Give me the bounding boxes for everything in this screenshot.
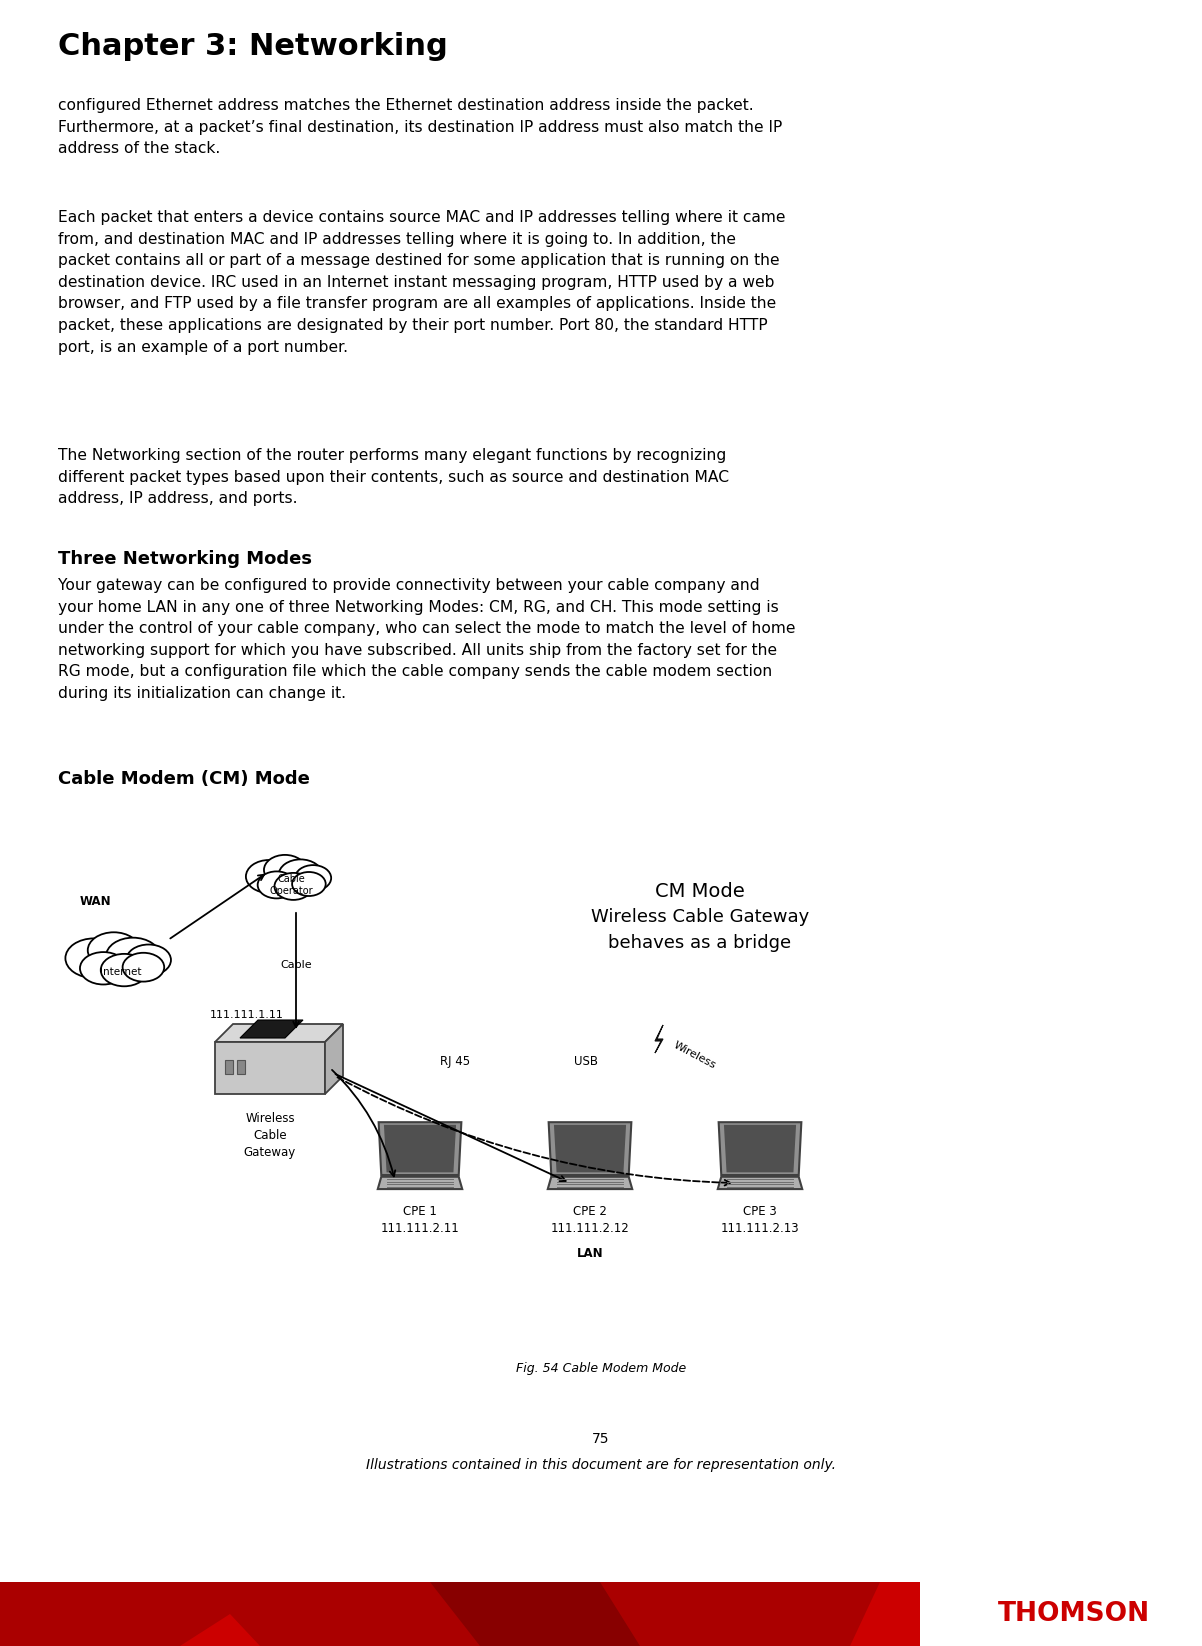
Text: Wireless: Wireless: [672, 1040, 718, 1070]
Text: CPE 1
111.111.2.11: CPE 1 111.111.2.11: [381, 1205, 459, 1234]
Text: USB: USB: [575, 1055, 599, 1068]
Text: CM Mode: CM Mode: [655, 882, 745, 900]
Text: THOMSON: THOMSON: [998, 1602, 1150, 1626]
Polygon shape: [920, 1582, 1202, 1646]
Ellipse shape: [126, 945, 171, 976]
Polygon shape: [554, 1124, 626, 1172]
Polygon shape: [0, 1582, 280, 1646]
Polygon shape: [718, 1177, 802, 1188]
Polygon shape: [0, 1582, 1202, 1646]
Polygon shape: [379, 1123, 462, 1175]
Text: 111.111.1.11: 111.111.1.11: [210, 1011, 284, 1021]
Ellipse shape: [257, 871, 296, 899]
Text: Each packet that enters a device contains source MAC and IP addresses telling wh: Each packet that enters a device contain…: [58, 211, 785, 354]
Polygon shape: [377, 1177, 463, 1188]
Ellipse shape: [65, 938, 123, 978]
Text: Fig. 54 Cable Modem Mode: Fig. 54 Cable Modem Mode: [516, 1361, 686, 1374]
Ellipse shape: [279, 859, 322, 890]
FancyBboxPatch shape: [225, 1060, 233, 1073]
Ellipse shape: [81, 951, 126, 984]
Text: Illustrations contained in this document are for representation only.: Illustrations contained in this document…: [365, 1458, 837, 1472]
Polygon shape: [724, 1124, 796, 1172]
Text: Cable: Cable: [280, 960, 311, 969]
Ellipse shape: [274, 872, 313, 900]
Ellipse shape: [106, 938, 160, 974]
Text: Three Networking Modes: Three Networking Modes: [58, 550, 313, 568]
Text: CPE 2
111.111.2.12: CPE 2 111.111.2.12: [551, 1205, 630, 1234]
Polygon shape: [325, 1024, 343, 1095]
Text: Cable Modem (CM) Mode: Cable Modem (CM) Mode: [58, 770, 310, 788]
Ellipse shape: [101, 955, 148, 986]
Text: Cable
Operator: Cable Operator: [269, 874, 313, 895]
Polygon shape: [600, 1582, 880, 1646]
Text: Wireless
Cable
Gateway: Wireless Cable Gateway: [244, 1113, 296, 1159]
Text: WAN: WAN: [81, 895, 112, 909]
Polygon shape: [719, 1123, 802, 1175]
Text: CPE 3
111.111.2.13: CPE 3 111.111.2.13: [721, 1205, 799, 1234]
Text: behaves as a bridge: behaves as a bridge: [608, 933, 792, 951]
Polygon shape: [548, 1123, 631, 1175]
Polygon shape: [383, 1124, 456, 1172]
Ellipse shape: [264, 854, 307, 886]
Ellipse shape: [123, 953, 165, 981]
Text: RJ 45: RJ 45: [440, 1055, 470, 1068]
Polygon shape: [548, 1177, 632, 1188]
Text: The Networking section of the router performs many elegant functions by recogniz: The Networking section of the router per…: [58, 448, 730, 507]
Text: Your gateway can be configured to provide connectivity between your cable compan: Your gateway can be configured to provid…: [58, 578, 796, 701]
Polygon shape: [200, 1582, 560, 1646]
Ellipse shape: [292, 872, 326, 895]
Text: configured Ethernet address matches the Ethernet destination address inside the : configured Ethernet address matches the …: [58, 99, 783, 156]
Polygon shape: [215, 1024, 343, 1042]
Text: Internet: Internet: [100, 966, 142, 978]
Ellipse shape: [294, 866, 332, 890]
Polygon shape: [655, 1025, 664, 1053]
Text: Chapter 3: Networking: Chapter 3: Networking: [58, 31, 448, 61]
Ellipse shape: [246, 859, 292, 894]
Polygon shape: [430, 1582, 720, 1646]
Text: 75: 75: [593, 1432, 609, 1445]
FancyBboxPatch shape: [237, 1060, 245, 1073]
Ellipse shape: [88, 932, 139, 968]
Text: LAN: LAN: [577, 1248, 603, 1259]
Polygon shape: [240, 1021, 303, 1039]
Polygon shape: [215, 1042, 325, 1095]
Text: Wireless Cable Gateway: Wireless Cable Gateway: [591, 909, 809, 927]
